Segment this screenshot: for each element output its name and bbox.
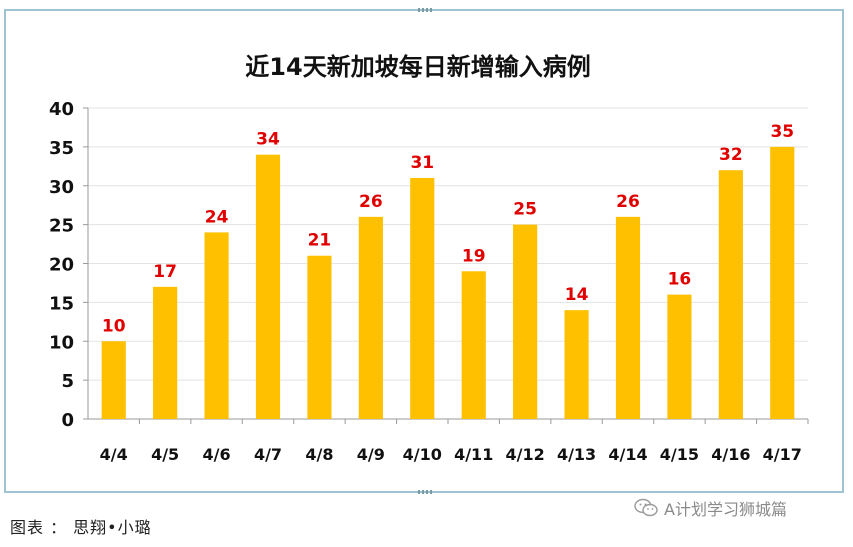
data-label: 35 xyxy=(770,122,794,142)
wechat-icon xyxy=(634,498,658,517)
y-tick-label: 20 xyxy=(49,255,74,276)
data-label: 26 xyxy=(616,192,640,212)
x-tick-label: 4/6 xyxy=(203,445,231,464)
x-tick-label: 4/17 xyxy=(763,445,802,464)
bar xyxy=(307,255,332,419)
data-label: 25 xyxy=(513,200,537,220)
y-tick-label: 25 xyxy=(49,216,74,237)
data-label: 34 xyxy=(256,130,280,150)
x-tick-label: 4/7 xyxy=(254,445,282,464)
y-tick-label: 15 xyxy=(49,293,74,314)
bar xyxy=(410,177,435,419)
x-tick-label: 4/13 xyxy=(557,445,596,464)
bar xyxy=(101,341,126,419)
x-tick-label: 4/12 xyxy=(506,445,545,464)
x-tick-label: 4/10 xyxy=(403,445,442,464)
x-tick-label: 4/15 xyxy=(660,445,699,464)
figure-caption: 图表 ： 思翔•小璐 xyxy=(10,518,152,537)
y-tick-label: 35 xyxy=(49,138,74,159)
watermark: A计划学习狮城篇 xyxy=(634,496,787,520)
y-tick-label: 5 xyxy=(61,371,74,392)
bar xyxy=(615,216,641,419)
bar-chart: 近14天新加坡每日新增输入病例 0 5 10 15 20 25 30 35 40 10 4/4 17 4/… xyxy=(49,53,809,464)
x-tick-label: 4/14 xyxy=(608,445,647,464)
bar xyxy=(358,216,383,419)
y-tick-label: 30 xyxy=(49,177,74,198)
data-label: 21 xyxy=(308,231,332,251)
bar xyxy=(204,232,229,419)
bar xyxy=(153,286,178,419)
chart-title: 近14天新加坡每日新增输入病例 xyxy=(245,53,590,81)
y-tick-label: 40 xyxy=(49,99,74,120)
y-tick-label: 0 xyxy=(61,410,74,431)
y-tick-label: 10 xyxy=(49,332,74,353)
resize-handle-top[interactable] xyxy=(418,8,432,12)
data-label: 24 xyxy=(205,207,229,227)
resize-handle-bottom[interactable] xyxy=(418,490,432,494)
data-label: 17 xyxy=(153,262,177,282)
data-label: 26 xyxy=(359,192,383,212)
bar xyxy=(513,224,538,419)
bar xyxy=(770,146,795,419)
x-tick-label: 4/11 xyxy=(454,445,493,464)
watermark-text: A计划学习狮城篇 xyxy=(664,500,787,519)
bar xyxy=(461,271,486,419)
bar xyxy=(718,170,743,419)
x-tick-label: 4/5 xyxy=(151,445,179,464)
bar xyxy=(667,294,692,419)
data-label: 32 xyxy=(719,145,743,165)
bar xyxy=(255,154,281,419)
data-label: 16 xyxy=(668,270,692,290)
data-label: 31 xyxy=(410,153,434,173)
data-label: 19 xyxy=(462,246,486,266)
x-tick-label: 4/8 xyxy=(305,445,333,464)
data-label: 14 xyxy=(565,285,589,305)
x-tick-label: 4/4 xyxy=(100,445,128,464)
x-tick-label: 4/9 xyxy=(357,445,385,464)
data-label: 10 xyxy=(102,316,126,336)
bar xyxy=(564,310,589,419)
x-tick-label: 4/16 xyxy=(711,445,750,464)
